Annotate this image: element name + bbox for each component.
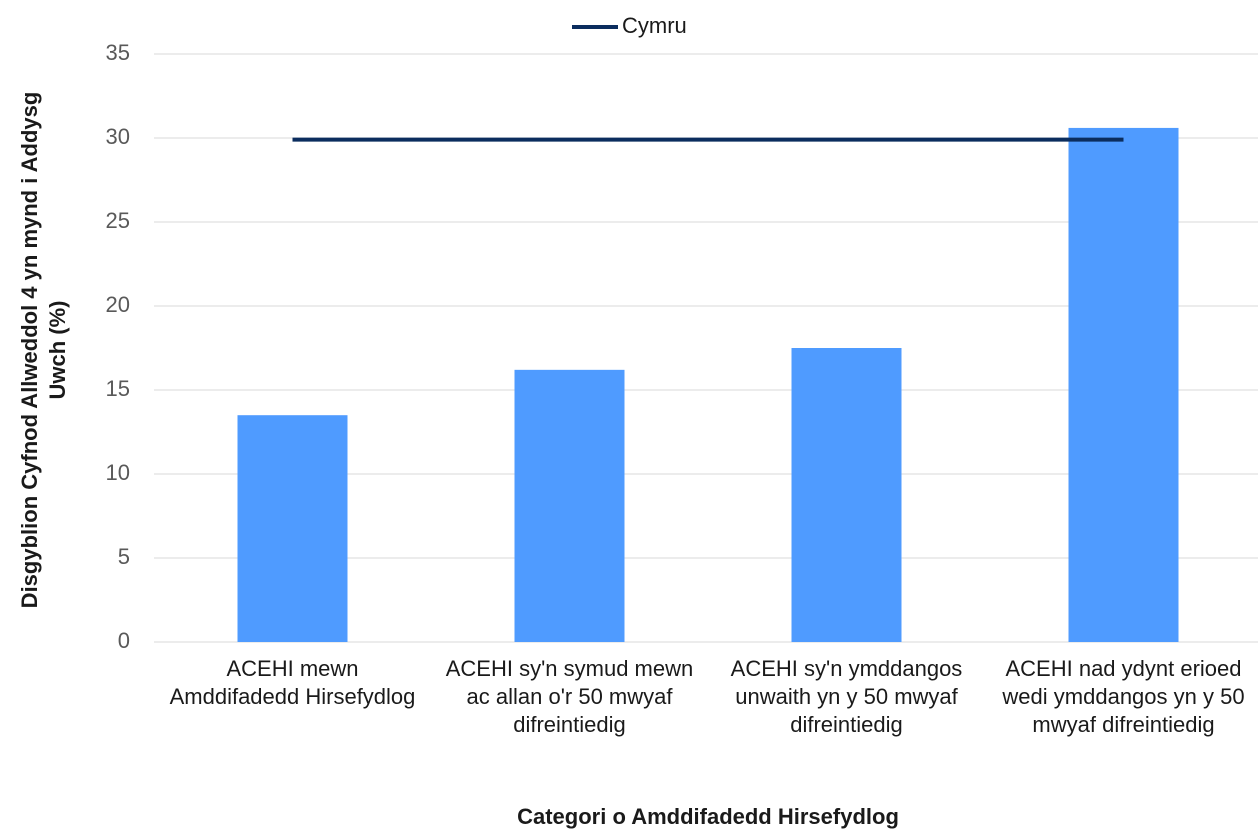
bar	[514, 369, 625, 642]
bar	[1068, 127, 1179, 643]
y-tick-label: 20	[106, 292, 130, 317]
y-tick-label: 5	[118, 544, 130, 569]
bar	[237, 415, 348, 642]
legend-label: Cymru	[622, 13, 687, 38]
y-tick-label: 15	[106, 376, 130, 401]
x-tick-label: ACEHI sy'n ymddangos unwaith yn y 50 mwy…	[730, 656, 963, 737]
y-axis-title: Disgyblion Cyfnod Allweddol 4 yn mynd i …	[17, 91, 70, 609]
x-tick-label: ACEHI nad ydynt erioed wedi ymddangos yn…	[1002, 656, 1245, 737]
x-tick-label: ACEHI mewn Amddifadedd Hirsefydlog	[169, 656, 416, 709]
x-axis-title: Categori o Amddifadedd Hirsefydlog	[517, 804, 899, 829]
y-tick-label: 0	[118, 628, 130, 653]
bar	[791, 348, 902, 642]
y-tick-label: 25	[106, 208, 130, 233]
y-tick-label: 10	[106, 460, 130, 485]
y-tick-label: 30	[106, 124, 130, 149]
x-tick-label: ACEHI sy'n symud mewn ac allan o'r 50 mw…	[445, 656, 694, 737]
y-tick-label: 35	[106, 40, 130, 65]
